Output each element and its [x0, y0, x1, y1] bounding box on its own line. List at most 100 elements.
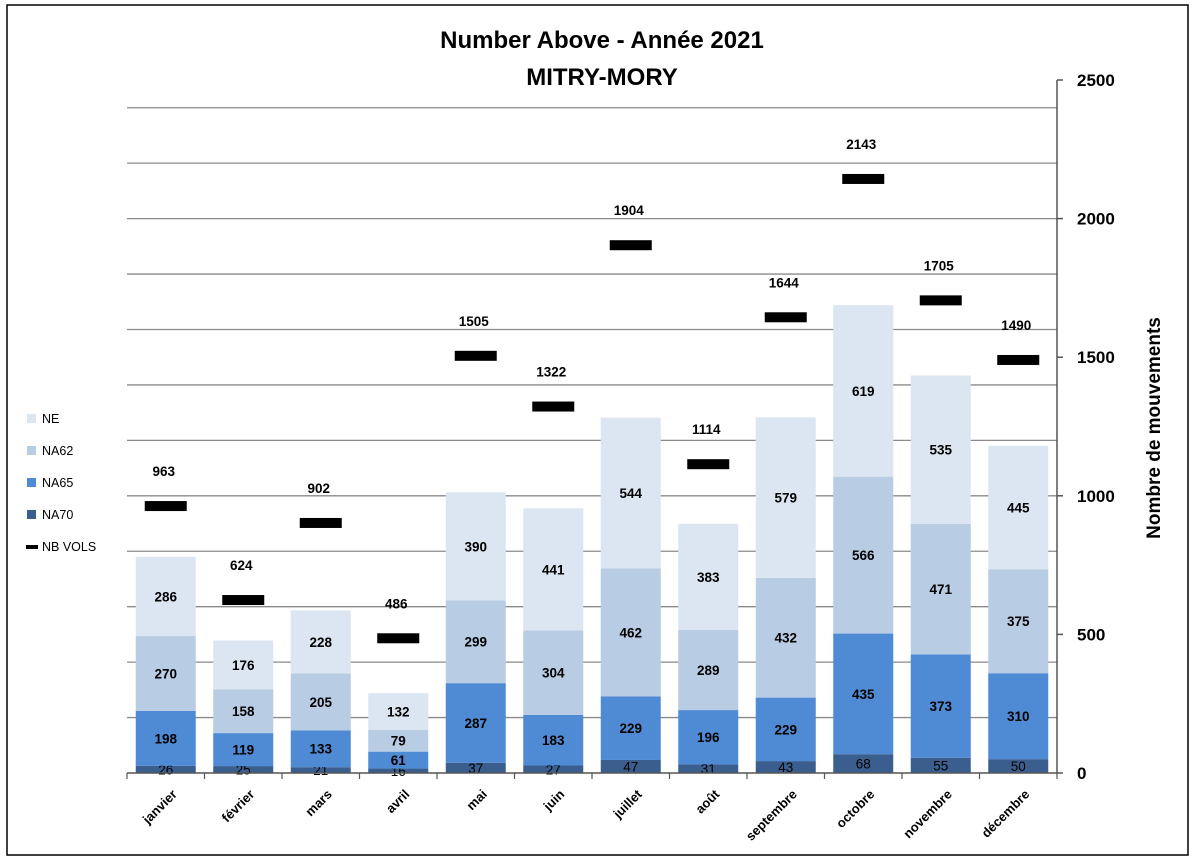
y-tick-label: 2500 [1077, 71, 1115, 90]
data-label: 37 [468, 761, 483, 776]
bar-segment-ne [910, 375, 971, 524]
data-label: 133 [309, 742, 332, 757]
data-label: 25 [236, 763, 251, 778]
bar-segment-na65 [755, 697, 816, 762]
bar-segment-ne [445, 492, 506, 601]
bar-segment-na70 [213, 766, 274, 773]
data-label: 310 [1007, 709, 1030, 724]
bar-segment-na62 [135, 636, 196, 711]
data-label: 286 [154, 589, 177, 604]
legend-label: NA62 [42, 444, 73, 458]
data-label: 55 [933, 758, 948, 773]
bar-segment-na65 [290, 730, 351, 768]
legend-swatch [27, 510, 36, 519]
bar-segment-ne [213, 640, 274, 690]
nb-vols-marker [764, 312, 807, 323]
data-label: 299 [464, 635, 487, 650]
bar-segment-na62 [988, 569, 1049, 674]
bar-segment-na65 [988, 673, 1049, 760]
data-label: 176 [232, 658, 255, 673]
legend-swatch [27, 478, 36, 487]
nb-vols-label: 624 [230, 558, 253, 573]
data-label: 79 [391, 734, 406, 749]
nb-vols-marker [377, 633, 420, 644]
nb-vols-marker [532, 401, 575, 412]
data-label: 228 [309, 635, 332, 650]
nb-vols-marker [842, 173, 885, 184]
legend-label: NB VOLS [42, 540, 96, 554]
data-label: 229 [774, 722, 797, 737]
data-label: 132 [387, 704, 410, 719]
nb-vols-marker [454, 350, 497, 361]
bar-segment-na65 [678, 710, 739, 765]
bar-segment-na65 [523, 714, 584, 766]
nb-vols-label: 1705 [924, 258, 955, 273]
bar-segment-ne [988, 445, 1049, 570]
data-label: 270 [154, 666, 177, 681]
y-tick-label: 2000 [1077, 210, 1115, 229]
bar-segment-na62 [910, 523, 971, 655]
nb-vols-marker [222, 595, 265, 606]
bar-segment-na62 [600, 568, 661, 697]
data-label: 390 [464, 539, 487, 554]
chart-subtitle: MITRY-MORY [526, 64, 678, 91]
y-tick-label: 0 [1077, 764, 1086, 783]
nb-vols-label: 1322 [536, 365, 566, 380]
bar-segment-ne [755, 417, 816, 578]
nb-vols-label: 2143 [846, 137, 877, 152]
legend-label: NA70 [42, 508, 73, 522]
data-label: 579 [774, 491, 797, 506]
data-label: 198 [154, 731, 177, 746]
data-label: 304 [542, 666, 565, 681]
legend-label: NA65 [42, 476, 73, 490]
bar-segment-na62 [833, 476, 894, 634]
data-label: 289 [697, 663, 720, 678]
bar-segment-ne [678, 523, 739, 630]
data-label: 435 [852, 687, 875, 702]
y-tick-label: 1000 [1077, 487, 1115, 506]
nb-vols-label: 1490 [1001, 318, 1031, 333]
nb-vols-markers: 963 624 902 486 1505 1322 1904 1114 1644 2143 1705… [144, 137, 1040, 644]
bar-segment-na62 [368, 729, 429, 752]
stacked-bars: 26198270286janvier25119158176février2113… [135, 305, 1049, 844]
nb-vols-marker [997, 354, 1040, 365]
bar-segment-na65 [445, 683, 506, 763]
bar-segment-na70 [600, 759, 661, 773]
bar-segment-na65 [600, 696, 661, 760]
chart-title: Number Above - Année 2021 [440, 27, 764, 54]
data-label: 196 [697, 730, 720, 745]
bar-segment-na65 [213, 733, 274, 767]
bar-segment-na65 [910, 654, 971, 758]
data-label: 50 [1011, 759, 1026, 774]
nb-vols-label: 1904 [614, 203, 645, 218]
nb-vols-label: 1505 [459, 314, 490, 329]
nb-vols-label: 486 [385, 596, 408, 611]
bar-segment-na62 [678, 629, 739, 711]
nb-vols-marker [687, 459, 730, 470]
data-label: 432 [774, 631, 797, 646]
legend: NE NA62 NA65 NA70 NB VOLS [26, 412, 96, 554]
bar-segment-ne [833, 305, 894, 477]
bar-segment-na62 [755, 577, 816, 698]
bar-segment-na70 [523, 765, 584, 773]
legend-swatch [26, 545, 38, 549]
data-label: 183 [542, 733, 565, 748]
data-label: 566 [852, 548, 875, 563]
data-label: 441 [542, 562, 565, 577]
y-tick-label: 500 [1077, 625, 1105, 644]
bar-segment-ne [523, 508, 584, 631]
data-label: 471 [929, 582, 952, 597]
data-label: 544 [619, 486, 642, 501]
bar-segment-na70 [445, 762, 506, 773]
bar-segment-na70 [988, 759, 1049, 773]
data-label: 158 [232, 704, 255, 719]
bar-segment-na70 [290, 767, 351, 773]
bar-segment-na62 [290, 673, 351, 731]
data-label: 535 [929, 443, 952, 458]
bar-segment-na70 [833, 754, 894, 773]
nb-vols-label: 1114 [692, 422, 721, 437]
gridlines [127, 107, 1057, 719]
legend-swatch [27, 414, 36, 423]
legend-swatch [27, 446, 36, 455]
